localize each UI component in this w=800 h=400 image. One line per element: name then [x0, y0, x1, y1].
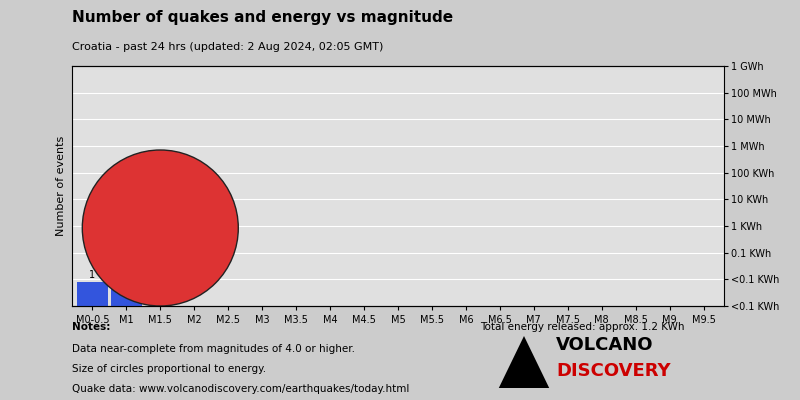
Text: Quake data: www.volcanodiscovery.com/earthquakes/today.html: Quake data: www.volcanodiscovery.com/ear…: [72, 384, 410, 394]
Text: DISCOVERY: DISCOVERY: [556, 362, 670, 380]
Text: Croatia - past 24 hrs (updated: 2 Aug 2024, 02:05 GMT): Croatia - past 24 hrs (updated: 2 Aug 20…: [72, 42, 383, 52]
Text: Number of quakes and energy vs magnitude: Number of quakes and energy vs magnitude: [72, 10, 453, 25]
Text: Total energy released: approx. 1.2 KWh: Total energy released: approx. 1.2 KWh: [480, 322, 685, 332]
Bar: [111, 282, 142, 306]
Polygon shape: [499, 336, 550, 388]
Text: 1: 1: [123, 270, 130, 280]
Ellipse shape: [82, 150, 238, 306]
Text: Notes:: Notes:: [72, 322, 110, 332]
Text: Data near-complete from magnitudes of 4.0 or higher.: Data near-complete from magnitudes of 4.…: [72, 344, 355, 354]
Text: Size of circles proportional to energy.: Size of circles proportional to energy.: [72, 364, 266, 374]
Y-axis label: Number of events: Number of events: [57, 136, 66, 236]
Text: 1: 1: [90, 270, 95, 280]
Text: VOLCANO: VOLCANO: [556, 336, 654, 354]
Bar: [77, 282, 108, 306]
